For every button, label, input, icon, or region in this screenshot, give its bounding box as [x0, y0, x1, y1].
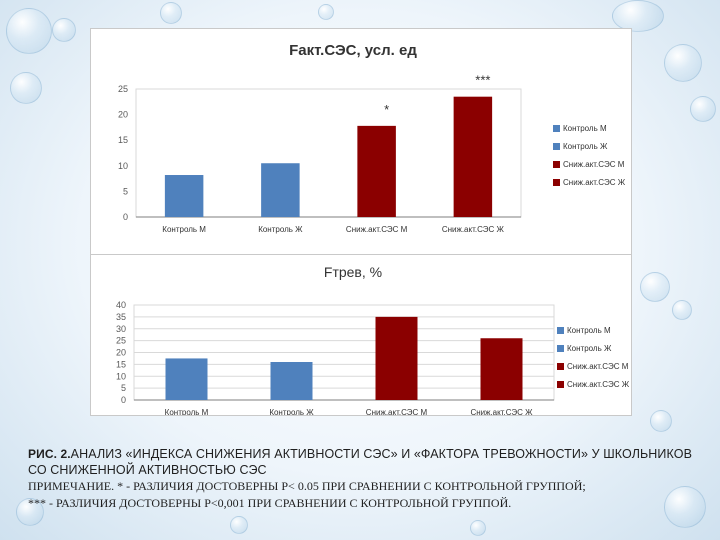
figure-note-2: *** - различия достоверны р<0,001 при ср… — [28, 496, 512, 510]
bar — [270, 362, 313, 400]
significance-marker: * — [384, 102, 389, 117]
bubble-decoration — [672, 300, 692, 320]
figure-title: Анализ «индекса снижения активности СЭС»… — [28, 447, 693, 477]
chart-title: Fакт.СЭС, усл. ед — [289, 42, 417, 59]
figure-caption: Рис. 2.Анализ «индекса снижения активнос… — [28, 446, 708, 478]
figure-number: Рис. 2. — [28, 447, 71, 461]
x-tick-label: Контроль М — [165, 408, 209, 415]
bubble-decoration — [318, 4, 334, 20]
bubble-decoration — [6, 8, 52, 54]
bubble-decoration — [230, 516, 248, 534]
legend-label: Сниж.акт.СЭС Ж — [563, 178, 626, 187]
bubble-decoration — [52, 18, 76, 42]
y-tick-label: 5 — [121, 383, 126, 393]
chart-panel-fact-ses: Fакт.СЭС, усл. ед 0 5 10 15 20 25 Контроль М Кон… — [90, 28, 632, 255]
legend-swatch — [553, 125, 560, 132]
x-tick-label: Сниж.акт.СЭС Ж — [442, 225, 505, 234]
legend-swatch — [553, 179, 560, 186]
bubble-decoration — [650, 410, 672, 432]
y-tick-label: 30 — [116, 324, 126, 334]
bubble-decoration — [470, 520, 486, 536]
bar — [357, 125, 396, 217]
y-tick-label: 0 — [123, 212, 128, 222]
bar — [480, 338, 523, 400]
legend-label: Контроль Ж — [563, 142, 608, 151]
bubble-decoration — [690, 96, 716, 122]
legend-swatch — [557, 327, 564, 334]
y-tick-label: 40 — [116, 300, 126, 310]
y-tick-label: 5 — [123, 186, 128, 196]
y-tick-label: 10 — [116, 371, 126, 381]
y-tick-label: 20 — [116, 348, 126, 358]
legend-label: Сниж.акт.СЭС М — [567, 362, 629, 371]
bar — [375, 316, 418, 400]
figure-note-1: Примечание. * - различия достоверны р< 0… — [28, 479, 586, 493]
legend-swatch — [553, 143, 560, 150]
legend-label: Контроль М — [567, 326, 611, 335]
chart-panel-anxiety: Fтрев, % 0 5 10 15 20 25 30 35 40 Контроль М Контро… — [90, 254, 632, 417]
x-tick-label: Сниж.акт.СЭС М — [346, 225, 408, 234]
bar — [165, 358, 208, 400]
legend-label: Контроль Ж — [567, 344, 612, 353]
x-tick-label: Контроль Ж — [258, 225, 303, 234]
x-tick-label: Сниж.акт.СЭС М — [366, 408, 428, 415]
y-tick-label: 15 — [118, 135, 128, 145]
chart-title: Fтрев, % — [324, 264, 382, 280]
legend-label: Сниж.акт.СЭС М — [563, 160, 625, 169]
bubble-decoration — [664, 486, 706, 528]
y-tick-label: 0 — [121, 395, 126, 405]
legend-label: Контроль М — [563, 124, 607, 133]
bubble-decoration — [160, 2, 182, 24]
x-tick-label: Контроль М — [162, 225, 206, 234]
bubble-decoration — [612, 0, 664, 32]
y-tick-label: 10 — [118, 161, 128, 171]
bubble-decoration — [640, 272, 670, 302]
legend-label: Сниж.акт.СЭС Ж — [567, 380, 630, 389]
y-tick-label: 25 — [118, 84, 128, 94]
legend-swatch — [557, 363, 564, 370]
y-tick-label: 20 — [118, 110, 128, 120]
y-tick-label: 35 — [116, 312, 126, 322]
x-tick-label: Контроль Ж — [269, 408, 314, 415]
bar — [453, 96, 493, 217]
chart-fact-ses: Fакт.СЭС, усл. ед 0 5 10 15 20 25 Контроль М Кон… — [118, 42, 626, 234]
bar — [164, 175, 204, 217]
y-tick-label: 25 — [116, 336, 126, 346]
legend-swatch — [553, 161, 560, 168]
bubble-decoration — [16, 498, 44, 526]
bar — [261, 163, 300, 217]
legend-swatch — [557, 345, 564, 352]
bubble-decoration — [10, 72, 42, 104]
x-tick-label: Сниж.акт.СЭС Ж — [470, 408, 533, 415]
significance-marker: *** — [475, 73, 490, 88]
legend-swatch — [557, 381, 564, 388]
y-tick-label: 15 — [116, 359, 126, 369]
bubble-decoration — [664, 44, 702, 82]
